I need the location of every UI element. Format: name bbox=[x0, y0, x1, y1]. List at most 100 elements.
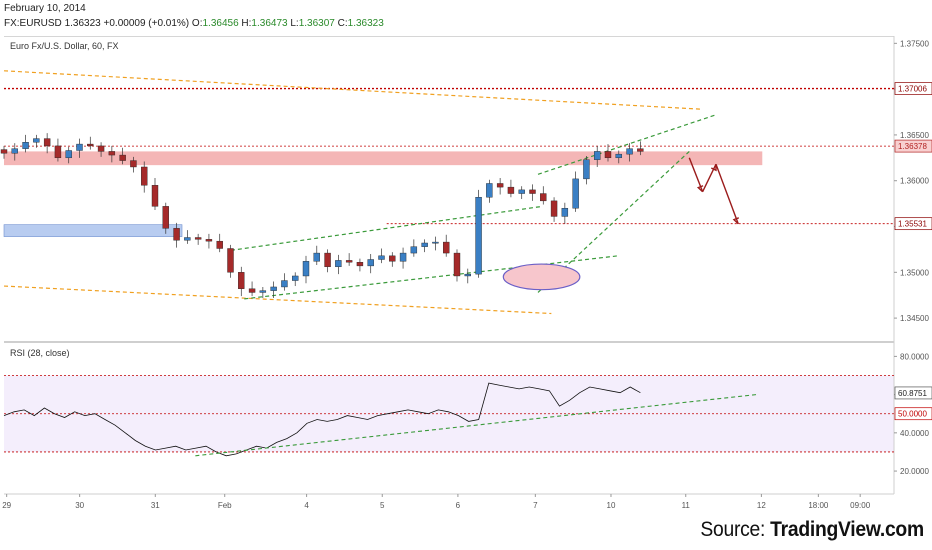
last-price: 1.36323 bbox=[64, 18, 101, 29]
candle bbox=[324, 249, 331, 273]
candle bbox=[389, 252, 396, 267]
candle-body bbox=[389, 255, 396, 262]
candle-body bbox=[87, 143, 94, 147]
high-label: H: bbox=[241, 18, 252, 29]
candle-body bbox=[561, 207, 569, 217]
candle bbox=[313, 245, 320, 265]
candle bbox=[76, 138, 83, 158]
forecast-arrow-2 bbox=[715, 163, 739, 225]
price-label-0: 1.37006 bbox=[898, 85, 927, 94]
candle bbox=[11, 143, 18, 161]
candle bbox=[453, 249, 461, 282]
price-pane-title: Euro Fx/U.S. Dollar, 60, FX bbox=[10, 41, 119, 51]
rsi-tick-label: 40.0000 bbox=[900, 429, 929, 438]
time-tick-label: 09:00 bbox=[850, 501, 871, 510]
rsi-line bbox=[3, 382, 641, 457]
candle-body bbox=[464, 273, 471, 277]
candle-body bbox=[238, 272, 245, 289]
candle-body bbox=[496, 183, 504, 188]
candle-body bbox=[151, 185, 159, 207]
price-label-box-1 bbox=[894, 139, 932, 153]
trendline-2 bbox=[230, 205, 543, 251]
candle bbox=[540, 186, 547, 205]
candle bbox=[345, 253, 353, 266]
candle-body bbox=[604, 151, 612, 159]
time-tick-label: 6 bbox=[456, 501, 461, 510]
candle bbox=[205, 233, 213, 249]
trendline-0 bbox=[3, 70, 703, 110]
candle bbox=[151, 177, 159, 211]
candle bbox=[356, 258, 364, 272]
price-tick-label: 1.34500 bbox=[900, 314, 929, 323]
candle-body bbox=[259, 290, 267, 293]
chart-header: February 10, 2014 FX:EURUSD 1.36323 +0.0… bbox=[0, 0, 932, 36]
time-tick-label: 5 bbox=[380, 501, 385, 510]
rsi-pane-title: RSI (28, close) bbox=[10, 348, 70, 358]
zone-0 bbox=[4, 151, 763, 166]
forecast-arrowhead-1 bbox=[710, 164, 717, 172]
candle-body bbox=[356, 262, 364, 267]
candle-body bbox=[421, 242, 428, 247]
candle bbox=[33, 134, 40, 148]
time-tick-label: 30 bbox=[75, 501, 84, 510]
candle-body bbox=[65, 150, 72, 159]
candle bbox=[0, 145, 8, 159]
candle-body bbox=[119, 154, 126, 161]
candle bbox=[486, 179, 493, 203]
price-tick-label: 1.36500 bbox=[900, 131, 929, 140]
low-value: 1.36307 bbox=[298, 18, 335, 29]
candle bbox=[637, 141, 644, 156]
candle-body bbox=[518, 189, 525, 194]
candle bbox=[292, 272, 299, 287]
candle-body bbox=[54, 145, 62, 159]
candle bbox=[475, 189, 482, 278]
candle-body bbox=[486, 183, 493, 198]
time-tick-label: 11 bbox=[682, 501, 691, 510]
candle-body bbox=[130, 160, 137, 168]
chart-date: February 10, 2014 bbox=[4, 3, 86, 14]
candle-body bbox=[33, 138, 40, 143]
candle-body bbox=[141, 166, 148, 186]
candle-body bbox=[626, 148, 633, 155]
candle bbox=[615, 150, 622, 164]
candle-body bbox=[270, 286, 277, 291]
time-tick-label: 12 bbox=[757, 501, 766, 510]
trendline-5 bbox=[537, 114, 717, 175]
candle bbox=[216, 233, 223, 253]
price-change: +0.00009 (+0.01%) bbox=[103, 18, 190, 29]
price-tick-label: 1.35000 bbox=[900, 268, 929, 277]
candle-body bbox=[367, 259, 374, 267]
candle bbox=[410, 239, 418, 257]
rsi-current-label: 60.8751 bbox=[898, 389, 927, 398]
open-value: 1.36456 bbox=[202, 18, 239, 29]
candle bbox=[54, 138, 62, 162]
candle-body bbox=[227, 248, 234, 273]
time-tick-label: 18:00 bbox=[808, 501, 829, 510]
candle-body bbox=[76, 143, 83, 151]
candle bbox=[270, 281, 277, 298]
candle bbox=[529, 184, 536, 201]
rsi-tick-label: 20.0000 bbox=[900, 467, 929, 476]
rsi-tick-label: 80.0000 bbox=[900, 352, 929, 361]
close-label: C: bbox=[337, 18, 348, 29]
symbol-name[interactable]: FX:EURUSD bbox=[4, 18, 62, 29]
price-label-box-2 bbox=[894, 217, 932, 231]
candle bbox=[108, 145, 116, 163]
candle-body bbox=[324, 252, 331, 268]
candle-body bbox=[507, 186, 515, 194]
price-pane-bg bbox=[4, 36, 894, 341]
price-tick-label: 1.36000 bbox=[900, 177, 929, 186]
candle-body bbox=[216, 240, 223, 249]
low-label: L: bbox=[290, 18, 299, 29]
candle-body bbox=[399, 252, 407, 262]
trendline-1 bbox=[3, 285, 552, 315]
candle bbox=[130, 156, 137, 173]
candle bbox=[162, 202, 169, 234]
forecast-arrowhead-2 bbox=[732, 217, 740, 225]
candle-body bbox=[378, 255, 385, 260]
candle bbox=[561, 202, 569, 224]
candle-body bbox=[173, 228, 180, 241]
candle bbox=[302, 255, 310, 284]
candle-body bbox=[443, 241, 450, 254]
price-and-rsi-chart[interactable]: 1.345001.350001.355001.360001.365001.370… bbox=[0, 36, 932, 514]
